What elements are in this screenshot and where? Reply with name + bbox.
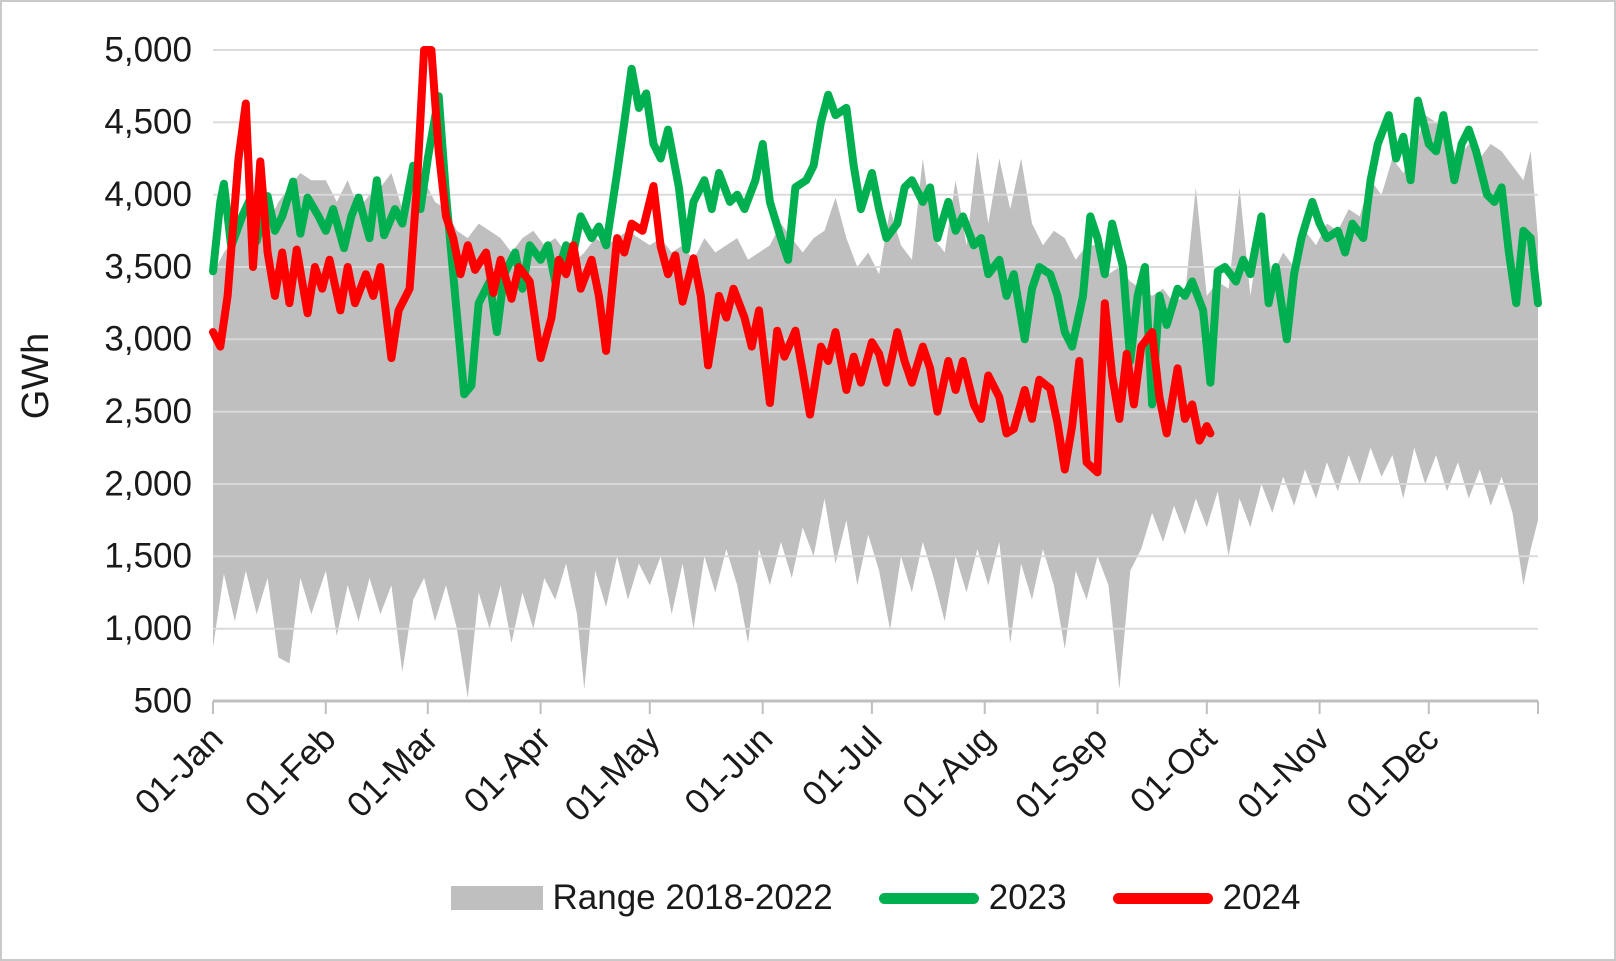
y-tick-label: 2,000 bbox=[104, 464, 192, 503]
x-tick-label: 01-Apr bbox=[456, 719, 558, 821]
x-tick-label: 01-Oct bbox=[1123, 719, 1225, 821]
legend-label-2023: 2023 bbox=[988, 878, 1067, 917]
y-axis-title: GWh bbox=[15, 333, 57, 420]
x-tick-label: 01-Jul bbox=[795, 719, 890, 814]
x-tick-label: 01-Sep bbox=[1008, 719, 1115, 826]
legend-item-2024: 2024 bbox=[1112, 878, 1301, 918]
legend-label-2024: 2024 bbox=[1222, 878, 1301, 917]
chart-legend: Range 2018-2022 2023 2024 bbox=[213, 876, 1538, 920]
y-tick-label: 4,000 bbox=[104, 175, 192, 214]
x-tick-label: 01-Feb bbox=[237, 719, 343, 825]
x-tick-label: 01-Mar bbox=[339, 719, 445, 825]
legend-item-2023: 2023 bbox=[878, 878, 1067, 918]
series-line-2024 bbox=[209, 46, 1215, 477]
y-tick-label: 5,000 bbox=[104, 30, 192, 69]
y-tick-label: 4,500 bbox=[104, 103, 192, 142]
x-tick-label: 01-Nov bbox=[1230, 719, 1338, 827]
y-tick-label: 3,500 bbox=[104, 247, 192, 286]
y-tick-label: 1,500 bbox=[104, 537, 192, 576]
legend-label-range: Range 2018-2022 bbox=[552, 878, 833, 917]
x-tick-label: 01-Aug bbox=[895, 719, 1002, 826]
range-band-swatch bbox=[450, 886, 543, 910]
y-tick-label: 3,000 bbox=[104, 320, 192, 359]
y-tick-label: 2,500 bbox=[104, 392, 192, 431]
x-tick-label: 01-Jan bbox=[127, 719, 230, 822]
x-tick-label: 01-Dec bbox=[1339, 719, 1446, 826]
y-tick-label: 500 bbox=[134, 681, 192, 720]
x-tick-label: 01-May bbox=[557, 719, 667, 829]
legend-item-range: Range 2018-2022 bbox=[450, 878, 833, 918]
y-tick-label: 1,000 bbox=[104, 609, 192, 648]
line-2023-swatch bbox=[878, 892, 979, 904]
line-2024-swatch bbox=[1112, 892, 1213, 904]
x-tick-label: 01-Jun bbox=[677, 719, 780, 822]
